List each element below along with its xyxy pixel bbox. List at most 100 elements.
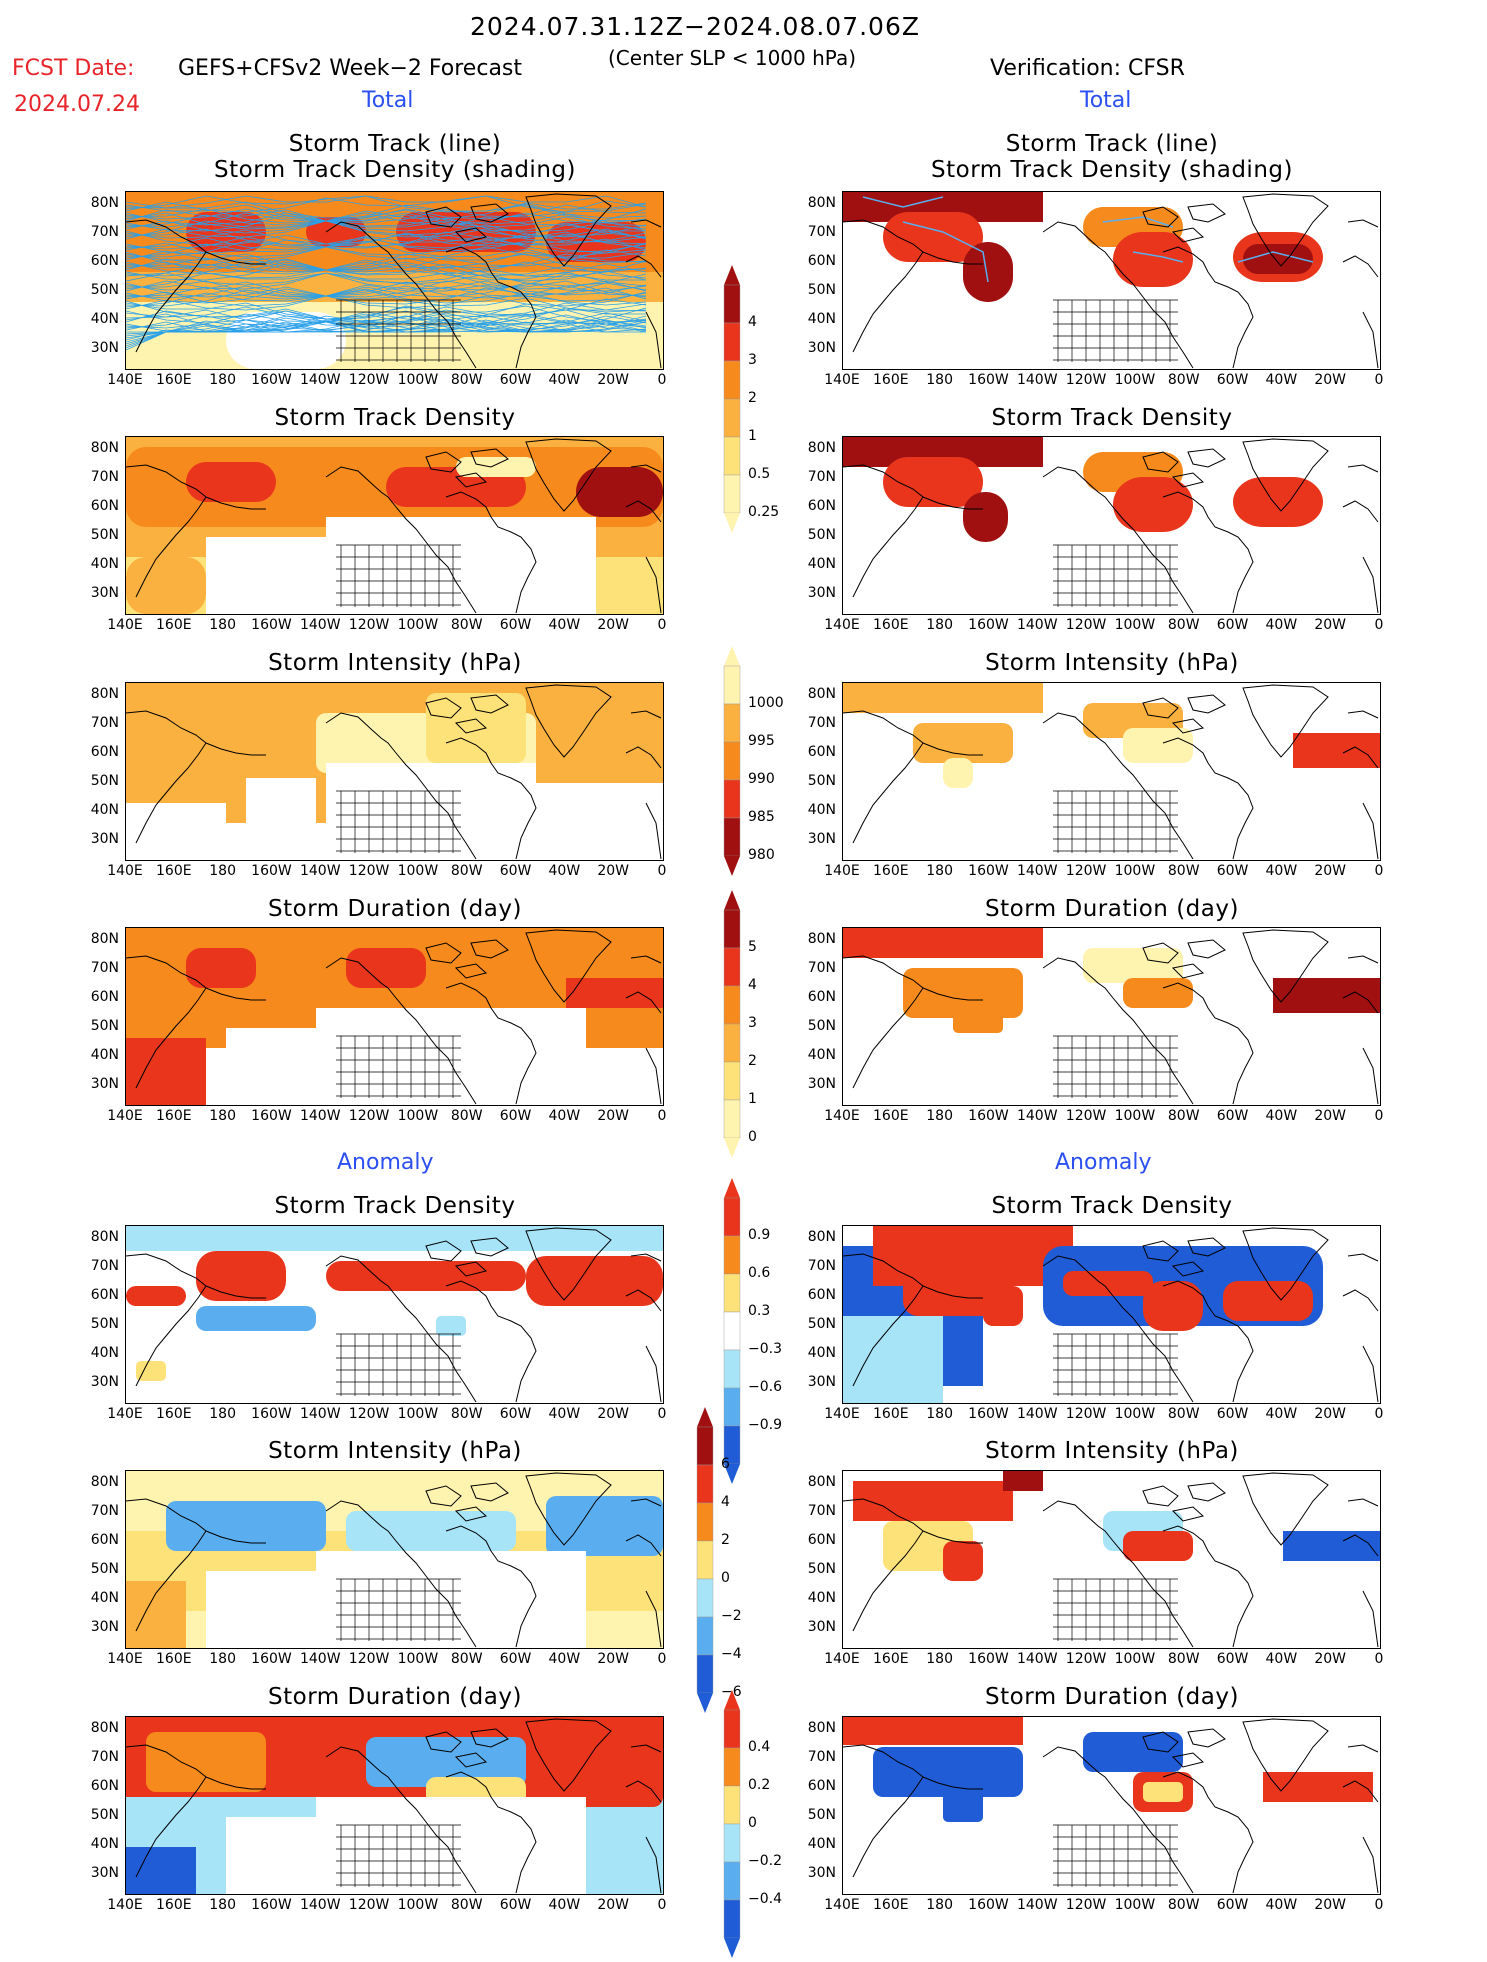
storm-track-line	[126, 273, 646, 299]
coastline	[1342, 1253, 1379, 1403]
lat-label: 60N	[807, 989, 836, 1005]
shade-cell	[1083, 948, 1183, 983]
lon-label: 180	[209, 617, 236, 633]
colorbar-segment	[696, 1540, 714, 1580]
title-intensity-right: Storm Intensity (hPa)	[985, 650, 1239, 676]
storm-track-line	[126, 310, 647, 333]
colorbar-duration-anomaly: 0.4 0.2 0 −0.2 −0.4	[722, 1690, 782, 1962]
lon-label: 0	[657, 1406, 667, 1422]
storm-track-line	[126, 204, 647, 222]
lon-label: 160W	[968, 372, 1009, 388]
shading-layer	[126, 1717, 663, 1894]
lon-label: 80W	[1167, 1406, 1200, 1422]
lon-label: 60W	[1216, 863, 1249, 879]
shading-layer	[126, 192, 663, 369]
shade-cell	[1113, 232, 1193, 287]
colorbar-segment	[723, 1747, 741, 1787]
lon-label: 60W	[499, 372, 532, 388]
lon-label: 60W	[1216, 1108, 1249, 1124]
storm-track-line	[1102, 216, 1174, 228]
lon-label: 40W	[548, 1406, 581, 1422]
map-density-verification	[842, 436, 1381, 615]
shading-layer	[843, 928, 1380, 1033]
lon-label: 120W	[1065, 1651, 1107, 1667]
coastline	[126, 1498, 207, 1632]
lon-label: 100W	[397, 1651, 439, 1667]
total-label-right: Total	[1080, 88, 1132, 113]
map-graphic	[843, 928, 1380, 1105]
coastline	[445, 737, 537, 860]
coastline	[1162, 246, 1254, 369]
shade-cell	[456, 457, 536, 477]
lon-label: 140E	[824, 372, 860, 388]
coastline	[843, 219, 924, 353]
lat-label: 70N	[807, 469, 836, 485]
storm-track-line	[126, 321, 647, 337]
lat-label: 30N	[807, 1619, 836, 1635]
colorbar-label: −0.9	[748, 1417, 782, 1433]
colorbar-label: 0	[721, 1570, 730, 1586]
shade-cell	[1293, 733, 1380, 768]
colorbar-segment	[723, 1709, 741, 1749]
lon-label: 80W	[1167, 1897, 1200, 1913]
shade-cell	[566, 978, 663, 1008]
shade-cell	[126, 1286, 186, 1306]
lon-label: 140W	[1016, 1897, 1058, 1913]
title-duration-left: Storm Duration (day)	[268, 896, 522, 922]
coastline	[1162, 982, 1254, 1105]
colorbar-label: 5	[748, 939, 757, 955]
coastline	[1162, 1525, 1254, 1648]
shade-cell	[943, 1541, 983, 1581]
coastline	[1342, 219, 1379, 369]
lon-label: 120W	[348, 1651, 390, 1667]
lon-label: 140E	[107, 1897, 143, 1913]
coastline	[843, 1253, 924, 1387]
shade-cell	[903, 968, 1023, 1018]
colorbar-label: 1000	[748, 695, 784, 711]
storm-track-line	[126, 200, 647, 226]
lat-label: 80N	[807, 1720, 836, 1736]
shading-layer	[843, 1471, 1380, 1648]
colorbar-label: 0.9	[748, 1227, 771, 1243]
lat-label: 80N	[90, 686, 119, 702]
lon-label: 160W	[968, 1406, 1009, 1422]
title-density-anom-left: Storm Track Density	[274, 1193, 516, 1219]
shade-cell	[1243, 244, 1313, 274]
lon-label: 40W	[548, 372, 581, 388]
forecast-period: 2024.07.31.12Z−2024.08.07.06Z	[470, 12, 920, 41]
storm-track-lines	[126, 195, 647, 351]
lat-label: 80N	[807, 440, 836, 456]
lon-label: 100W	[397, 1108, 439, 1124]
lon-label: 20W	[1314, 1897, 1346, 1913]
coastline	[445, 1525, 537, 1648]
colorbar-segment	[696, 1578, 714, 1618]
colorbar-cap	[724, 265, 740, 285]
lat-label: 50N	[90, 282, 119, 298]
lon-label: 0	[657, 372, 667, 388]
lon-label: 140W	[299, 1108, 341, 1124]
colorbar-segment	[723, 779, 741, 819]
lon-label: 120W	[348, 1897, 390, 1913]
lon-label: 20W	[1314, 1406, 1346, 1422]
title-intensity-anom-right: Storm Intensity (hPa)	[985, 1438, 1239, 1464]
lon-label: 160W	[251, 372, 292, 388]
lat-label: 50N	[90, 1018, 119, 1034]
coastlines	[843, 1718, 1379, 1894]
coastline	[1242, 1227, 1329, 1301]
coastline	[625, 464, 662, 614]
lat-label: 40N	[90, 311, 119, 327]
storm-track-line	[902, 221, 989, 283]
lon-label: 0	[657, 1651, 667, 1667]
map-graphic	[126, 1226, 663, 1403]
lat-label: 70N	[807, 960, 836, 976]
colorbar-segment	[723, 1197, 741, 1237]
lon-label: 180	[926, 863, 953, 879]
coastline	[1342, 464, 1379, 614]
coastline	[205, 1530, 266, 1544]
coastline	[1162, 1280, 1254, 1403]
lat-label: 60N	[90, 1778, 119, 1794]
lat-label: 40N	[90, 556, 119, 572]
shade-cell	[963, 492, 1008, 542]
storm-track-line	[862, 196, 944, 208]
shade-cell	[126, 557, 206, 614]
